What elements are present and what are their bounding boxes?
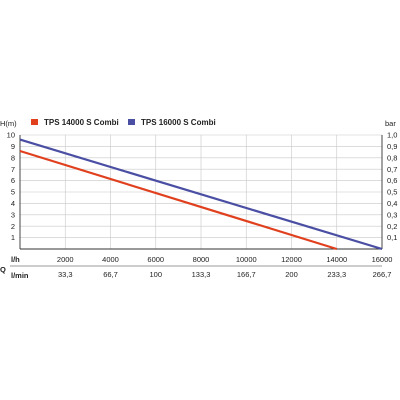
y-right-tick-label: 1,0 (387, 131, 397, 140)
x-tick-label-lh: 6000 (147, 255, 164, 264)
y-right-tick-label: 0,9 (387, 142, 397, 151)
x-axis-label-lh: l/h (11, 255, 20, 264)
q-label: Q (0, 265, 6, 274)
x-tick-label-lmin: 266,7 (373, 270, 392, 279)
legend-label-0: TPS 14000 S Combi (44, 118, 119, 127)
y-right-tick-label: 0,8 (387, 153, 397, 162)
y-right-tick-label: 0,1 (387, 233, 397, 242)
y-left-tick-label: 2 (11, 222, 15, 231)
y-left-tick-label: 4 (11, 199, 15, 208)
y-right-axis-label: bar (385, 119, 396, 128)
x-tick-label-lmin: 33,3 (58, 270, 73, 279)
x-tick-label-lmin: 133,3 (192, 270, 211, 279)
x-tick-label-lh: 16000 (372, 255, 393, 264)
y-right-tick-label: 0,5 (387, 188, 397, 197)
x-tick-label-lmin: 233,3 (327, 270, 346, 279)
legend-swatch-1 (128, 119, 135, 125)
y-left-tick-label: 10 (7, 131, 15, 140)
y-right-tick-label: 0,6 (387, 176, 397, 185)
y-right-tick-label: 0,4 (387, 199, 397, 208)
y-left-tick-label: 3 (11, 210, 15, 219)
axes (10, 135, 383, 267)
x-tick-label-lmin: 66,7 (103, 270, 118, 279)
tick-labels: 1 2 3 4 5 6 7 8 9 10 0,1 0,2 0,3 0,4 0,5 0,6 0,7 0,8 0,9 1,… (7, 131, 398, 279)
series-line-1 (19, 138, 383, 251)
x-tick-label-lh: 14000 (326, 255, 347, 264)
y-right-tick-label: 0,2 (387, 222, 397, 231)
x-tick-label-lh: 2000 (57, 255, 74, 264)
legend-label-1: TPS 16000 S Combi (141, 118, 216, 127)
y-left-tick-label: 7 (11, 165, 15, 174)
y-left-tick-label: 1 (11, 233, 15, 242)
legend: TPS 14000 S Combi TPS 16000 S Combi (31, 118, 216, 127)
series-lines (19, 138, 383, 251)
x-tick-label-lh: 10000 (236, 255, 257, 264)
x-tick-label-lmin: 100 (149, 270, 162, 279)
legend-swatch-0 (31, 119, 38, 125)
y-left-axis-label: H(m) (0, 119, 17, 128)
series-line-0 (19, 149, 338, 251)
x-tick-label-lmin: 166,7 (237, 270, 256, 279)
y-left-tick-label: 6 (11, 176, 15, 185)
x-tick-label-lh: 8000 (193, 255, 210, 264)
x-axis-label-lmin: l/min (11, 271, 29, 280)
y-right-tick-label: 0,7 (387, 165, 397, 174)
x-tick-label-lmin: 200 (285, 270, 298, 279)
x-tick-label-lh: 4000 (102, 255, 119, 264)
y-left-tick-label: 5 (11, 188, 15, 197)
x-tick-label-lh: 12000 (281, 255, 302, 264)
y-left-tick-label: 9 (11, 142, 15, 151)
y-left-tick-label: 8 (11, 153, 15, 162)
y-right-tick-label: 0,3 (387, 210, 397, 219)
